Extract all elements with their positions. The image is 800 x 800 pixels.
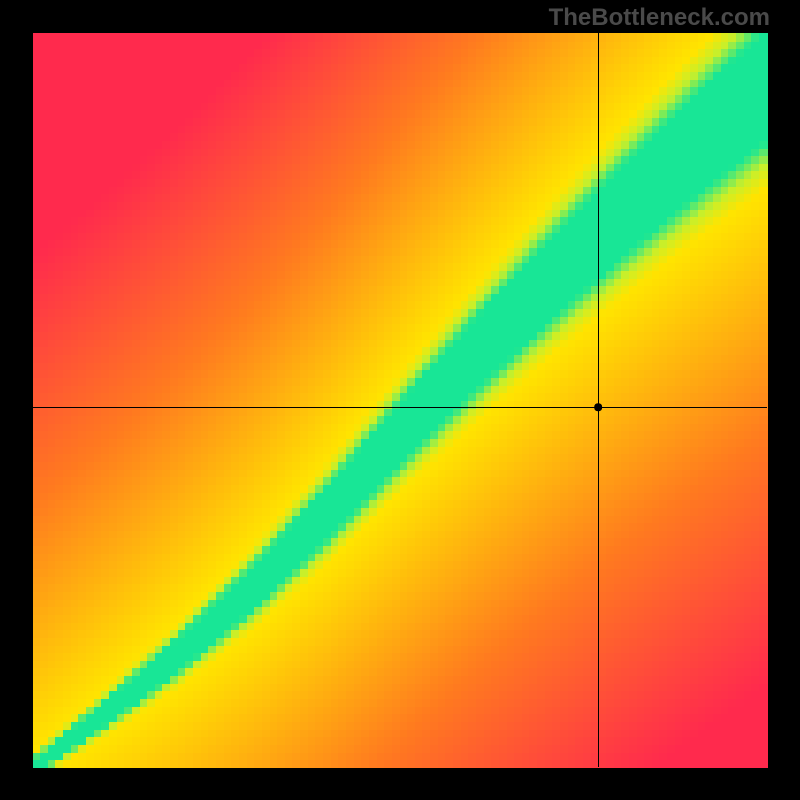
- bottleneck-heatmap: [0, 0, 800, 800]
- chart-container: { "chart": { "type": "heatmap", "canvas"…: [0, 0, 800, 800]
- watermark-text: TheBottleneck.com: [549, 4, 770, 32]
